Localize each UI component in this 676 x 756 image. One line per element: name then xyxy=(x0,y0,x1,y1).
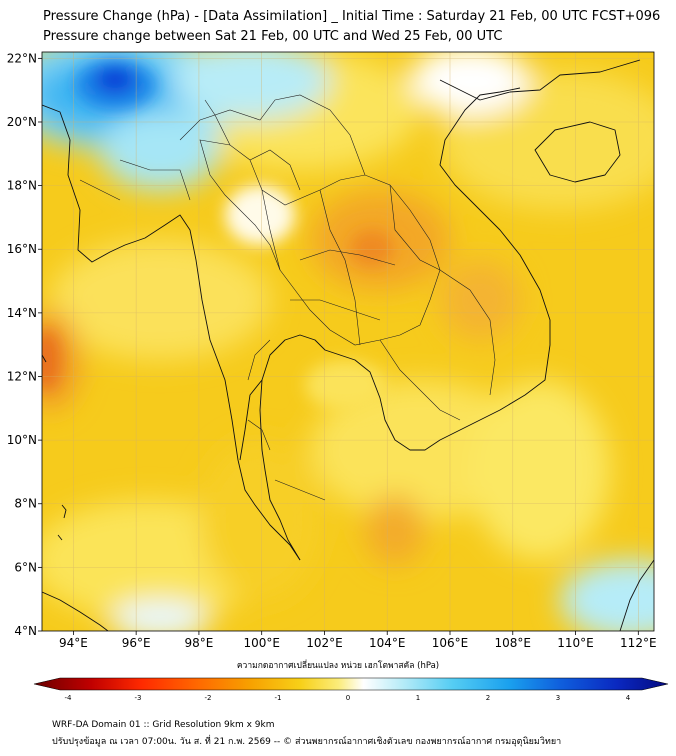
footer-model-info: WRF-DA Domain 01 :: Grid Resolution 9km … xyxy=(52,720,275,730)
footer-credit: ปรับปรุงข้อมูล ณ เวลา 07:00น. วัน ส. ที่… xyxy=(52,737,562,747)
chart-title: Pressure Change (hPa) - [Data Assimilati… xyxy=(43,9,661,24)
colorbar-tick-label: 0 xyxy=(346,694,350,702)
colorbar-tick-label: -4 xyxy=(65,694,73,702)
colorbar-tick-label: -2 xyxy=(205,694,212,702)
lat-tick-label: 6°N xyxy=(14,560,37,574)
colorbar-tick-label: 4 xyxy=(626,694,631,702)
lat-tick-label: 4°N xyxy=(14,624,37,638)
admin-borders xyxy=(79,94,496,501)
latitude-axis: 22°N 20°N 18°N 16°N 14°N 12°N 10°N 8°N 6°N 4°N xyxy=(7,51,42,638)
lon-tick-label: 112°E xyxy=(620,636,657,650)
lon-tick-label: 106°E xyxy=(432,636,469,650)
lat-tick-label: 18°N xyxy=(7,179,37,193)
colorbar-tick-label: 3 xyxy=(556,694,560,702)
colorbar: -4 -3 -2 -1 0 1 2 3 4 xyxy=(33,677,669,702)
lon-tick-label: 94°E xyxy=(59,636,88,650)
colorbar-tick-label: 2 xyxy=(486,694,490,702)
lat-tick-label: 8°N xyxy=(14,497,37,511)
lon-tick-label: 98°E xyxy=(184,636,213,650)
colorbar-label: ความกดอากาศเปลี่ยนแปลง หน่วย เฮกโตพาสคัล… xyxy=(236,661,440,671)
colorbar-tick-label: -1 xyxy=(275,694,282,702)
coastlines xyxy=(42,59,654,631)
pressure-field xyxy=(42,52,654,631)
colorbar-tick-label: -3 xyxy=(135,694,142,702)
colorbar-tick-label: 1 xyxy=(416,694,420,702)
lat-tick-label: 20°N xyxy=(7,115,37,129)
lon-tick-label: 102°E xyxy=(306,636,343,650)
lon-tick-label: 104°E xyxy=(369,636,406,650)
lat-tick-label: 14°N xyxy=(7,306,37,320)
lat-tick-label: 10°N xyxy=(7,433,37,447)
lon-tick-label: 108°E xyxy=(495,636,532,650)
graticule xyxy=(42,52,654,631)
lat-tick-label: 16°N xyxy=(7,242,37,256)
lon-tick-label: 100°E xyxy=(243,636,280,650)
lon-tick-label: 110°E xyxy=(557,636,594,650)
chart-subtitle: Pressure change between Sat 21 Feb, 00 U… xyxy=(43,29,503,44)
longitude-axis: 94°E 96°E 98°E 100°E 102°E 104°E 106°E 108°E 110… xyxy=(59,631,657,650)
lon-tick-label: 96°E xyxy=(122,636,151,650)
lat-tick-label: 12°N xyxy=(7,369,37,383)
lat-tick-label: 22°N xyxy=(7,51,37,65)
